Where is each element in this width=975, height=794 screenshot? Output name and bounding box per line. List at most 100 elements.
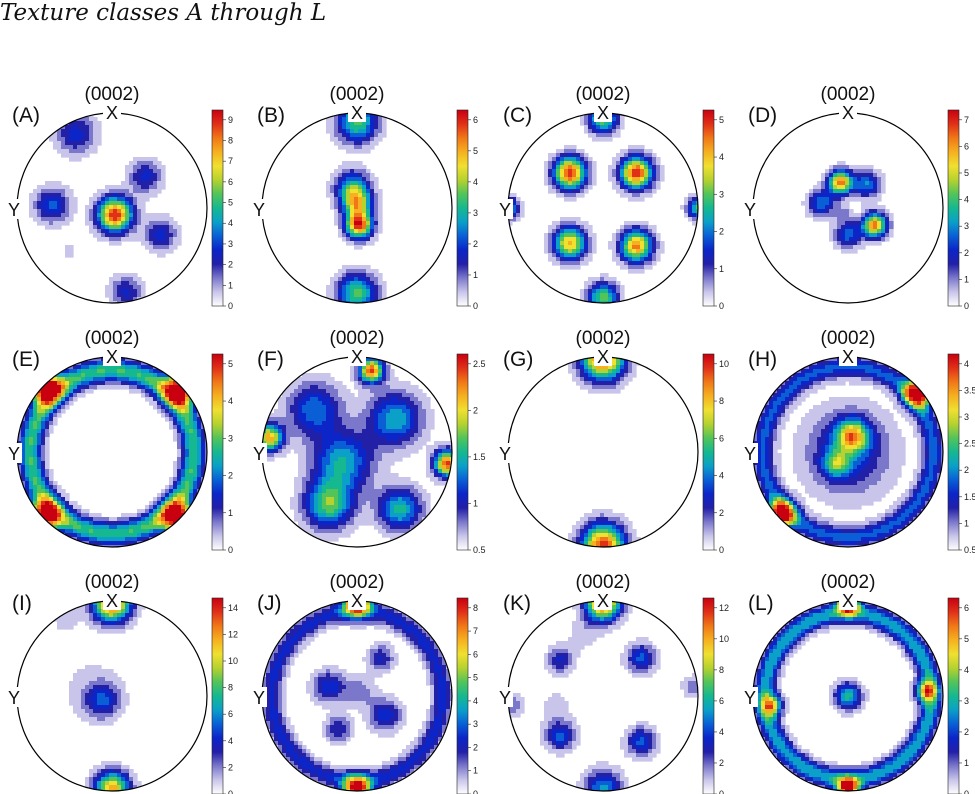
- colorbar-tick-label: 1: [964, 758, 969, 768]
- colorbar: 0 1 2 3 4 5 6 7 8 9: [211, 109, 233, 311]
- panel-label: (G): [503, 348, 533, 371]
- x-axis-marker: X: [597, 103, 609, 123]
- colorbar-tick-label: 0: [719, 301, 724, 311]
- pole-figure-l: (L) (0002)X Y 0 1 2 3 4 5 6: [742, 572, 969, 794]
- colorbar-tick-label: 8: [719, 396, 724, 406]
- colorbar: 0 1 2 3 4 5 6 7: [947, 109, 969, 311]
- colorbar-tick-label: 2.5: [964, 439, 975, 449]
- y-axis-marker: Y: [8, 200, 20, 220]
- colorbar-tick-label: 5: [228, 198, 233, 208]
- x-axis-marker: X: [597, 591, 609, 611]
- colorbar: 0 2 4 6 8 10 12: [702, 597, 729, 794]
- colorbar-tick-label: 4: [719, 727, 724, 737]
- colorbar: 0 1 2 3 4 5 6 7 8: [456, 597, 478, 794]
- pole-figure-c: (C) (0002)X Y 0 1 2 3 4 5: [497, 84, 724, 311]
- pole-figure-k: (K) (0002)X Y 0 2 4 6 8 10 12: [497, 572, 729, 794]
- colorbar-tick-label: 1: [228, 508, 233, 518]
- colorbar-tick-label: 1: [473, 498, 478, 508]
- colorbar-tick-label: 10: [228, 656, 238, 666]
- colorbar-tick-label: 5: [964, 634, 969, 644]
- x-axis-marker: X: [106, 347, 118, 367]
- colorbar-tick-label: 6: [719, 433, 724, 443]
- intensity-contours: [753, 601, 943, 791]
- y-axis-marker: Y: [8, 444, 20, 464]
- colorbar-tick-label: 14: [228, 603, 238, 613]
- colorbar-tick-label: 4: [473, 696, 478, 706]
- pole-figure-j: (J) (0002)X Y 0 1 2 3 4 5 6 7 8: [251, 572, 478, 794]
- colorbar-tick-label: 6: [964, 141, 969, 151]
- colorbar-tick-label: 0: [228, 789, 233, 794]
- colorbar-tick-label: 10: [719, 359, 729, 369]
- panel-label: (D): [748, 104, 777, 127]
- colorbar-gradient: [702, 109, 715, 307]
- colorbar-tick-label: 4: [719, 471, 724, 481]
- colorbar-tick-label: 3: [964, 696, 969, 706]
- colorbar-tick-label: 4: [964, 195, 969, 205]
- colorbar-tick-label: 8: [473, 603, 478, 613]
- y-axis-marker: Y: [8, 688, 20, 708]
- panel-label: (E): [12, 348, 40, 371]
- colorbar-tick-label: 5: [228, 359, 233, 369]
- colorbar-tick-label: 3: [473, 719, 478, 729]
- plane-label: (0002): [576, 572, 631, 593]
- colorbar-gradient: [456, 597, 469, 794]
- colorbar-tick-label: 12: [228, 629, 238, 639]
- colorbar-tick-label: 1: [473, 270, 478, 280]
- colorbar-tick-label: 6: [473, 649, 478, 659]
- colorbar-tick-label: 4: [228, 736, 233, 746]
- x-axis-marker: X: [351, 103, 363, 123]
- panel-label: (K): [503, 592, 531, 615]
- colorbar-tick-label: 5: [719, 115, 724, 125]
- colorbar-gradient: [456, 109, 469, 307]
- pole-figure-f: (F) (0002)X Y 0.5 1 1.5 2 2.5: [251, 328, 486, 555]
- colorbar-tick-label: 2: [719, 227, 724, 237]
- panel-label: (H): [748, 348, 777, 371]
- x-axis-marker: X: [842, 347, 854, 367]
- intensity-contours: [508, 113, 698, 303]
- colorbar-tick-label: 2: [719, 508, 724, 518]
- colorbar-tick-label: 0: [228, 545, 233, 555]
- plane-label: (0002): [576, 84, 631, 105]
- colorbar-tick-label: 0.5: [964, 545, 975, 555]
- colorbar-tick-label: 3: [964, 412, 969, 422]
- colorbar-tick-label: 4: [964, 359, 969, 369]
- intensity-contours: [508, 601, 698, 791]
- colorbar-tick-label: 4: [473, 177, 478, 187]
- colorbar-tick-label: 1: [964, 518, 969, 528]
- colorbar-tick-label: 1.5: [964, 492, 975, 502]
- panel-label: (A): [12, 104, 40, 127]
- colorbar: 0 2 4 6 8 10: [702, 353, 729, 555]
- colorbar-tick-label: 2: [719, 758, 724, 768]
- colorbar-tick-label: 1: [228, 280, 233, 290]
- colorbar-tick-label: 0: [473, 301, 478, 311]
- colorbar-tick-label: 0.5: [473, 545, 486, 555]
- colorbar-gradient: [456, 353, 469, 551]
- plane-label: (0002): [821, 84, 876, 105]
- y-axis-marker: Y: [253, 688, 265, 708]
- colorbar-tick-label: 6: [228, 177, 233, 187]
- colorbar-tick-label: 3.5: [964, 385, 975, 395]
- colorbar-gradient: [702, 597, 715, 794]
- colorbar-gradient: [947, 597, 960, 794]
- colorbar: 0 1 2 3 4 5: [702, 109, 724, 311]
- colorbar-tick-label: 8: [228, 683, 233, 693]
- y-axis-marker: Y: [744, 688, 756, 708]
- y-axis-marker: Y: [499, 444, 511, 464]
- colorbar-gradient: [211, 109, 224, 307]
- colorbar-tick-label: 4: [228, 218, 233, 228]
- colorbar-tick-label: 7: [228, 156, 233, 166]
- colorbar: 0 1 2 3 4 5: [211, 353, 233, 555]
- y-axis-marker: Y: [744, 444, 756, 464]
- colorbar-tick-label: 1.5: [473, 452, 486, 462]
- colorbar-tick-label: 0: [719, 545, 724, 555]
- x-axis-marker: X: [351, 347, 363, 367]
- colorbar-tick-label: 2: [228, 260, 233, 270]
- colorbar-tick-label: 2: [964, 727, 969, 737]
- colorbar-tick-label: 9: [228, 115, 233, 125]
- intensity-contours: [53, 601, 146, 791]
- colorbar-tick-label: 6: [473, 115, 478, 125]
- colorbar-tick-label: 2: [473, 405, 478, 415]
- colorbar-tick-label: 6: [228, 709, 233, 719]
- colorbar-tick-label: 3: [719, 189, 724, 199]
